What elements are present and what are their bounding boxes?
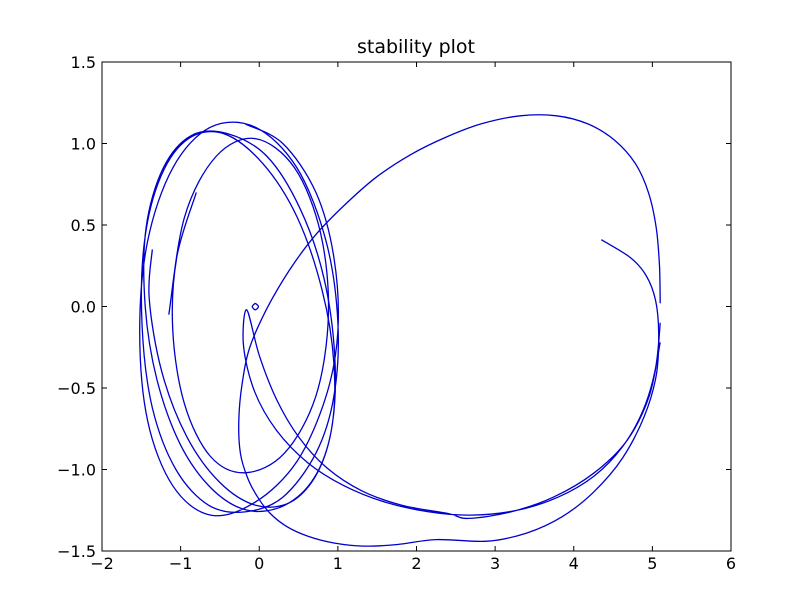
series-line-4	[168, 137, 330, 474]
ticks-layer: −2 −1 0 1 2 3 4 5 6 −1.5 −1.0 −0.5 0.0 0.5 1.0 1.5	[57, 53, 736, 573]
chart-title: stability plot	[357, 36, 475, 58]
series-layer	[139, 114, 661, 547]
x-tick-label: 6	[726, 554, 736, 573]
plot-frame	[101, 61, 732, 552]
x-tick-label: 0	[254, 554, 264, 573]
y-tick-label: −1.5	[57, 542, 96, 561]
y-tick-label: 0.0	[71, 298, 96, 317]
y-tick-label: −1.0	[57, 461, 96, 480]
x-tick-label: 1	[333, 554, 343, 573]
x-tick-label: −2	[90, 554, 114, 573]
series-line-3	[139, 121, 339, 517]
x-tick-label: 4	[569, 554, 579, 573]
y-tick-label: 1.5	[71, 53, 96, 72]
x-tick-label: 3	[490, 554, 500, 573]
series-line-5	[251, 302, 260, 311]
y-tick-label: −0.5	[57, 379, 96, 398]
x-tick-label: −1	[169, 554, 193, 573]
x-tick-label: 5	[647, 554, 657, 573]
series-line-1	[238, 114, 661, 547]
x-tick-label: 2	[411, 554, 421, 573]
series-line-2	[242, 309, 661, 520]
y-tick-label: 1.0	[71, 135, 96, 154]
y-tick-label: 0.5	[71, 216, 96, 235]
